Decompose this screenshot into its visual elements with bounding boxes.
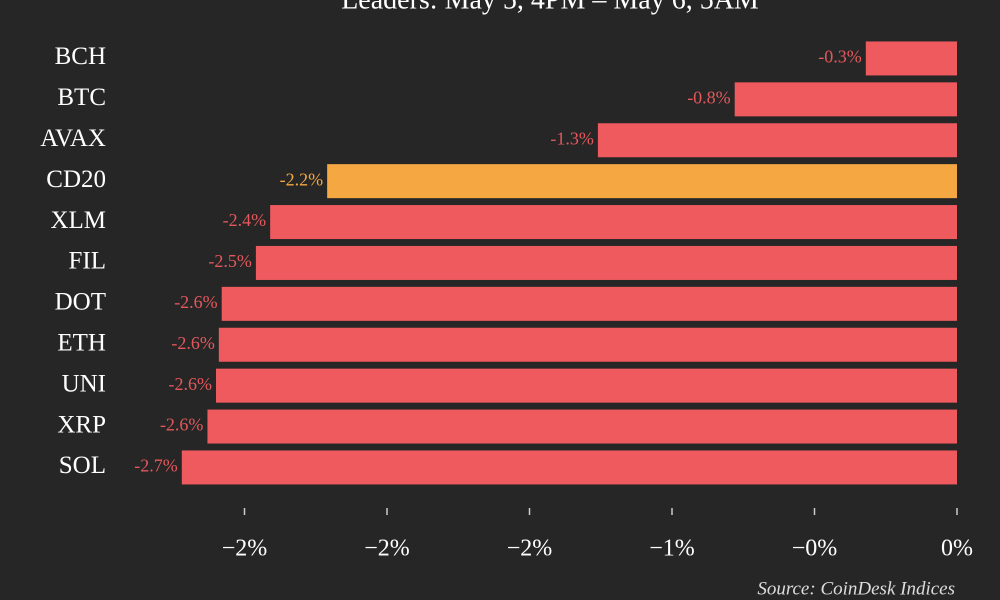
bar <box>181 450 958 485</box>
y-tick-label: UNI <box>62 370 106 397</box>
bar <box>327 164 957 199</box>
x-tick-label: −2% <box>507 536 553 562</box>
value-label: -2.6% <box>174 292 218 312</box>
x-tick-label: −2% <box>222 536 268 562</box>
y-tick-label: DOT <box>55 289 106 316</box>
value-label: -2.6% <box>160 415 204 435</box>
bar <box>734 82 957 117</box>
value-label: -2.6% <box>169 374 213 394</box>
source: Source: CoinDesk Indices <box>757 578 955 599</box>
y-tick-label: SOL <box>59 452 106 479</box>
value-label: -2.6% <box>171 333 215 353</box>
x-tick-label: −1% <box>649 536 695 562</box>
y-tick-label: AVAX <box>40 125 106 152</box>
value-label: -2.5% <box>208 251 252 271</box>
y-tick-label: XRP <box>57 411 106 438</box>
value-label: -2.7% <box>134 456 178 476</box>
y-tick-label: BTC <box>57 84 106 111</box>
x-tick-label: −0% <box>792 536 838 562</box>
x-tick-label: −2% <box>364 536 410 562</box>
y-tick-label: CD20 <box>46 166 106 193</box>
bar <box>270 205 957 240</box>
value-label: -1.3% <box>550 128 594 148</box>
y-tick-label: FIL <box>69 248 107 275</box>
bar <box>218 327 958 362</box>
value-label: -0.3% <box>818 47 862 67</box>
value-label: -2.2% <box>280 169 324 189</box>
bar <box>597 123 957 158</box>
y-tick-label: XLM <box>50 207 106 234</box>
y-tick-label: BCH <box>55 43 106 70</box>
bar <box>216 368 957 403</box>
y-tick-label: ETH <box>57 329 106 356</box>
chart-title: Leaders: May 5, 4PM – May 6, 5AM <box>341 0 759 15</box>
bar <box>221 286 957 321</box>
bar <box>865 41 957 76</box>
value-label: -0.8% <box>687 87 731 107</box>
bar <box>255 245 957 280</box>
value-label: -2.4% <box>223 210 267 230</box>
bar <box>207 409 957 444</box>
x-tick-label: 0% <box>941 536 973 562</box>
